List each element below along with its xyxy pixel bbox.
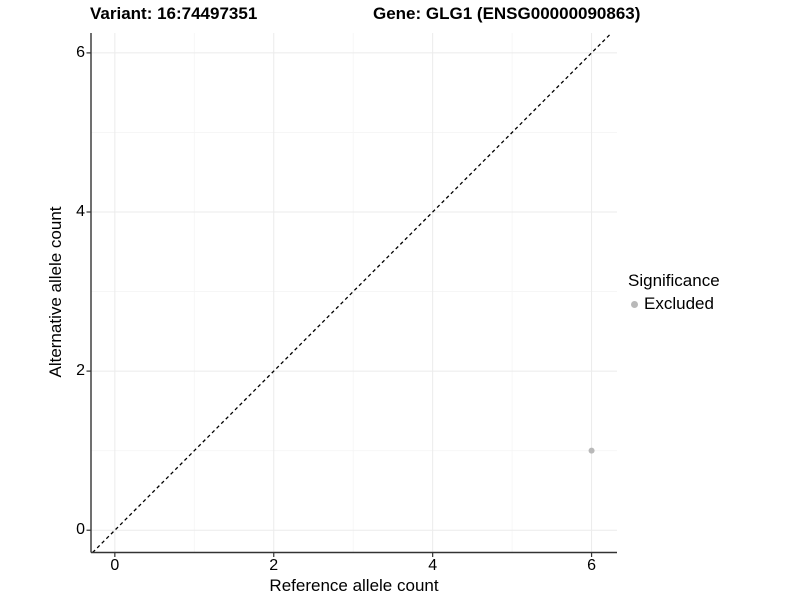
legend-title: Significance [628,271,720,290]
y-axis-title: Alternative allele count [46,206,65,378]
plot-title-variant: Variant: 16:74497351 [90,4,258,23]
legend-item-label: Excluded [644,294,714,313]
x-axis-title: Reference allele count [269,576,439,595]
y-tick-label: 6 [76,43,85,61]
x-tick-label: 4 [428,557,438,574]
x-tick-label: 2 [269,557,279,574]
plot-title-gene: Gene: GLG1 (ENSG00000090863) [373,4,641,23]
data-point-excluded [588,447,595,454]
legend: Significance Excluded [628,271,720,314]
x-tick-label: 6 [587,557,597,574]
x-tick-label: 0 [110,557,120,574]
y-tick-label: 2 [76,362,85,380]
y-tick-label: 4 [76,203,85,220]
y-tick-label: 0 [76,521,85,539]
identity-line [92,32,612,553]
excluded-marker-icon [631,300,638,308]
legend-item-excluded: Excluded [628,294,720,314]
